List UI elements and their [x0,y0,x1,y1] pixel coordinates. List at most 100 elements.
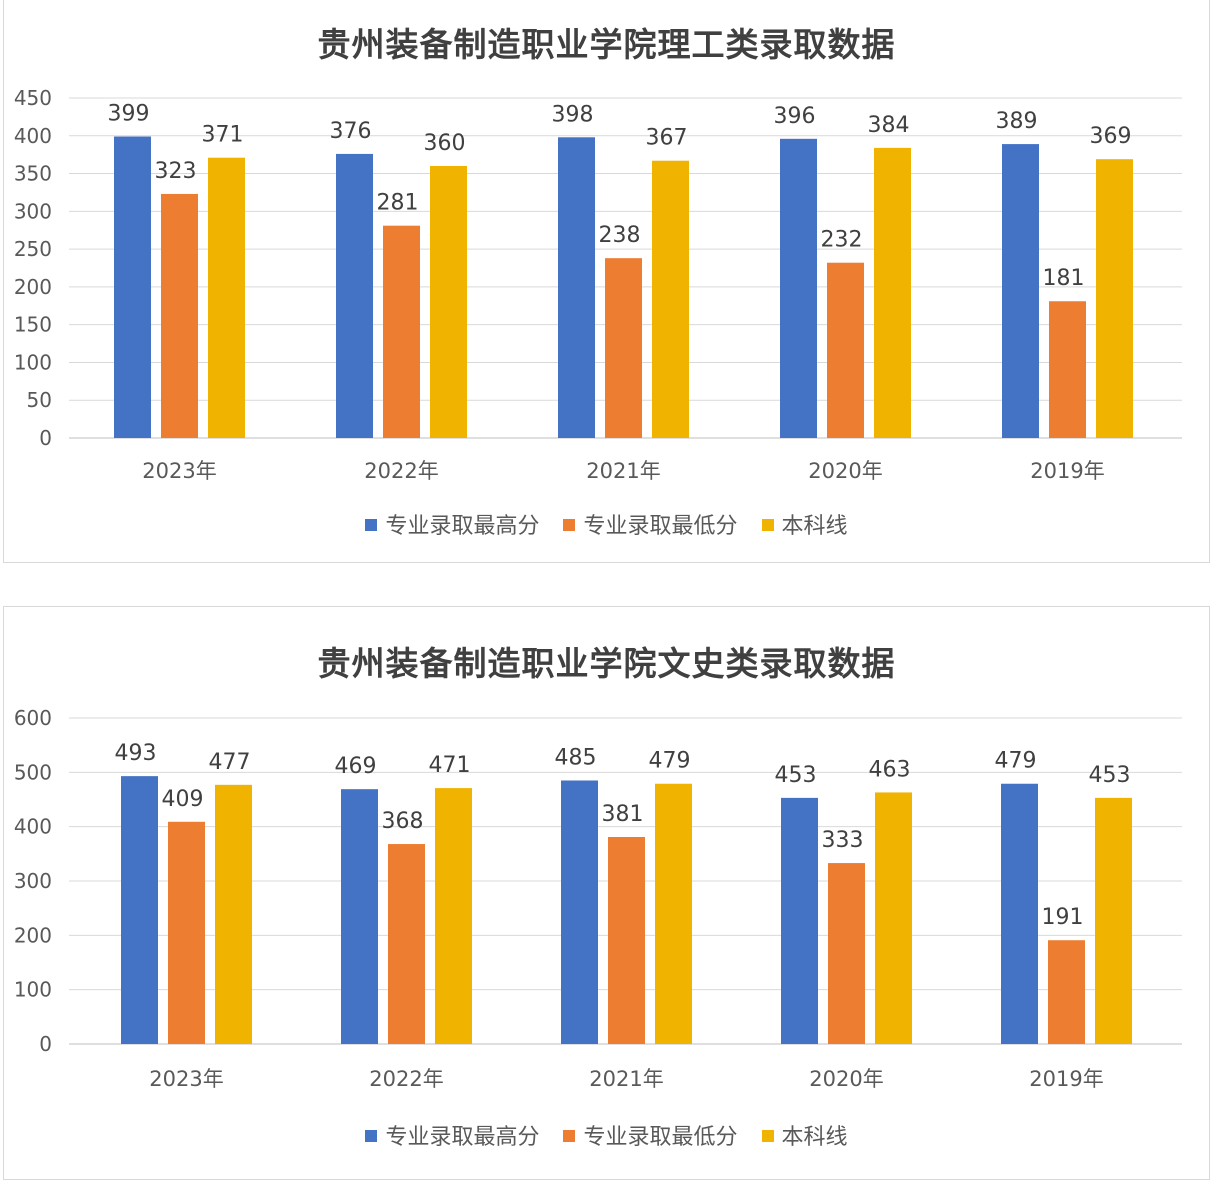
legend-item: 专业录取最高分 [365,508,539,540]
bar [605,258,642,438]
chart-legend: 专业录取最高分 专业录取最低分 本科线 [4,508,1209,540]
data-label: 181 [1043,266,1085,291]
bar [781,797,818,1044]
data-label: 477 [209,750,251,775]
legend-swatch [761,1130,774,1142]
data-label: 381 [602,802,644,827]
x-tick-label: 2019年 [1029,1067,1103,1091]
y-tick-label: 50 [27,388,52,412]
y-tick-label: 100 [14,978,52,1002]
x-tick-label: 2023年 [149,1067,223,1091]
x-tick-label: 2023年 [142,459,216,483]
bar [341,789,378,1044]
data-label: 238 [599,223,641,248]
data-label: 371 [202,123,244,148]
bar [336,153,373,438]
legend-label: 专业录取最低分 [583,514,738,539]
data-label: 479 [649,749,691,774]
data-label: 369 [1090,124,1132,149]
data-label: 463 [869,757,911,782]
chart-science: 贵州装备制造职业学院理工类录取数据 0 50 100 150 200 250 300 350 4… [3,0,1210,563]
x-tick-label: 2021年 [589,1067,663,1091]
bar [1095,797,1132,1044]
legend-label: 本科线 [781,1125,848,1150]
y-tick-label: 300 [14,869,52,893]
bar [828,863,865,1044]
data-label: 471 [429,753,471,778]
bar [161,193,198,438]
bar [435,788,472,1044]
data-label: 232 [821,228,863,253]
y-tick-label: 0 [39,1032,52,1056]
data-label: 453 [775,763,817,788]
legend-label: 专业录取最高分 [385,514,540,539]
data-label: 396 [774,104,816,129]
bar [1048,940,1085,1044]
data-label: 191 [1042,905,1084,930]
legend-item: 本科线 [761,508,848,540]
legend-swatch [761,519,774,531]
bar [1001,783,1038,1044]
legend-swatch [563,519,576,531]
legend-item: 专业录取最低分 [563,1119,738,1151]
y-tick-label: 300 [14,199,52,223]
data-label: 485 [555,745,597,770]
y-tick-label: 200 [14,275,52,299]
x-tick-label: 2022年 [364,459,438,483]
bar [114,136,151,439]
bar [561,780,598,1044]
bar [1002,144,1039,439]
y-tick-label: 200 [14,923,52,947]
bar [121,776,158,1044]
legend-swatch [365,1130,378,1142]
bar [558,137,595,439]
legend-label: 专业录取最低分 [583,1125,738,1150]
x-tick-label: 2020年 [809,1067,883,1091]
y-tick-label: 350 [14,162,52,186]
bar [168,821,205,1044]
bar [608,836,645,1044]
x-tick-label: 2022年 [369,1067,443,1091]
legend-item: 专业录取最低分 [563,508,738,540]
data-label: 384 [868,113,910,138]
chart-legend: 专业录取最高分 专业录取最低分 本科线 [4,1119,1209,1151]
data-label: 409 [162,787,204,812]
y-tick-label: 250 [14,237,52,261]
y-tick-label: 100 [14,350,52,374]
data-label: 368 [382,809,424,834]
data-label: 493 [115,741,157,766]
chart-title: 贵州装备制造职业学院理工类录取数据 [317,25,896,64]
y-tick-label: 0 [39,426,52,450]
bar [208,157,245,438]
y-tick-label: 400 [14,815,52,839]
bar [874,147,911,438]
bar [1096,159,1133,438]
y-tick-label: 600 [14,706,52,730]
data-label: 360 [424,131,466,156]
legend-label: 专业录取最高分 [385,1125,540,1150]
bar [780,138,817,439]
y-tick-label: 150 [14,313,52,337]
legend-swatch [563,1130,576,1142]
bar [875,792,912,1044]
data-label: 398 [552,102,594,127]
bar [652,160,689,438]
y-tick-label: 450 [14,86,52,110]
legend-item: 本科线 [761,1119,848,1151]
data-label: 389 [996,109,1038,134]
x-tick-label: 2021年 [586,459,660,483]
data-label: 376 [330,119,372,144]
legend-label: 本科线 [781,514,848,539]
x-tick-label: 2019年 [1030,459,1104,483]
data-label: 323 [155,159,197,184]
data-label: 453 [1089,763,1131,788]
data-label: 333 [822,828,864,853]
chart-liberal-arts: 贵州装备制造职业学院文史类录取数据 0 100 200 300 400 500 600 493… [3,606,1210,1180]
bar [655,783,692,1044]
x-tick-label: 2020年 [808,459,882,483]
data-label: 479 [995,749,1037,774]
bar [1049,301,1086,438]
data-label: 281 [377,191,419,216]
